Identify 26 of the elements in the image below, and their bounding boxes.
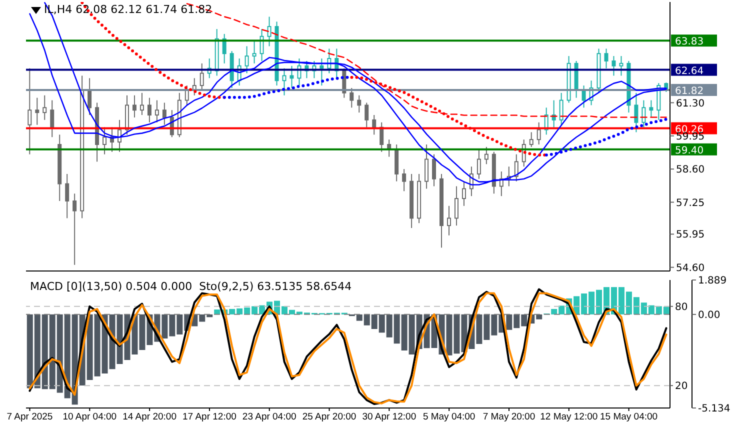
x-tick-label: 14 Apr 20:00 <box>122 412 177 423</box>
x-tick-label: 17 Apr 12:00 <box>182 412 236 423</box>
x-tick-label: 7 May 20:00 <box>482 412 536 423</box>
y-tick-label: 58.60 <box>676 164 705 176</box>
ref-line-label: 59.40 <box>675 145 704 156</box>
chart-title: MACD [0](13,50) 0.504 0.000 Sto(9,2,5) 63.5135 58.6544 <box>30 280 352 293</box>
ref-line-label: 62.64 <box>675 66 704 77</box>
x-tick-label: 23 Apr 04:00 <box>242 412 296 423</box>
ref-line-label: 63.83 <box>675 36 704 48</box>
x-tick-label: 10 Apr 04:00 <box>62 412 117 423</box>
ref-line-label: 61.82 <box>675 86 704 97</box>
y-tick-label: 54.60 <box>676 262 705 274</box>
y2-tick-label: 80 <box>675 302 688 313</box>
x-tick-label: 25 Apr 20:00 <box>302 412 356 423</box>
y-tick-label: 61.30 <box>676 98 705 110</box>
y-tick-label: 55.95 <box>676 230 705 241</box>
y2-tick-label: 20 <box>675 381 688 392</box>
x-tick-label: 12 May 12:00 <box>540 412 598 423</box>
y-tick-label: -5.134 <box>698 404 730 415</box>
x-tick-label: 7 Apr 2025 <box>6 412 53 423</box>
x-tick-label: 5 May 04:00 <box>422 412 476 423</box>
y-tick-label: 1.889 <box>698 276 727 287</box>
x-tick-label: 30 Apr 12:00 <box>362 412 416 423</box>
y-tick-label: 0.00 <box>698 310 720 321</box>
x-tick-label: 15 May 04:00 <box>600 412 658 423</box>
y-tick-label: 57.25 <box>676 198 705 209</box>
